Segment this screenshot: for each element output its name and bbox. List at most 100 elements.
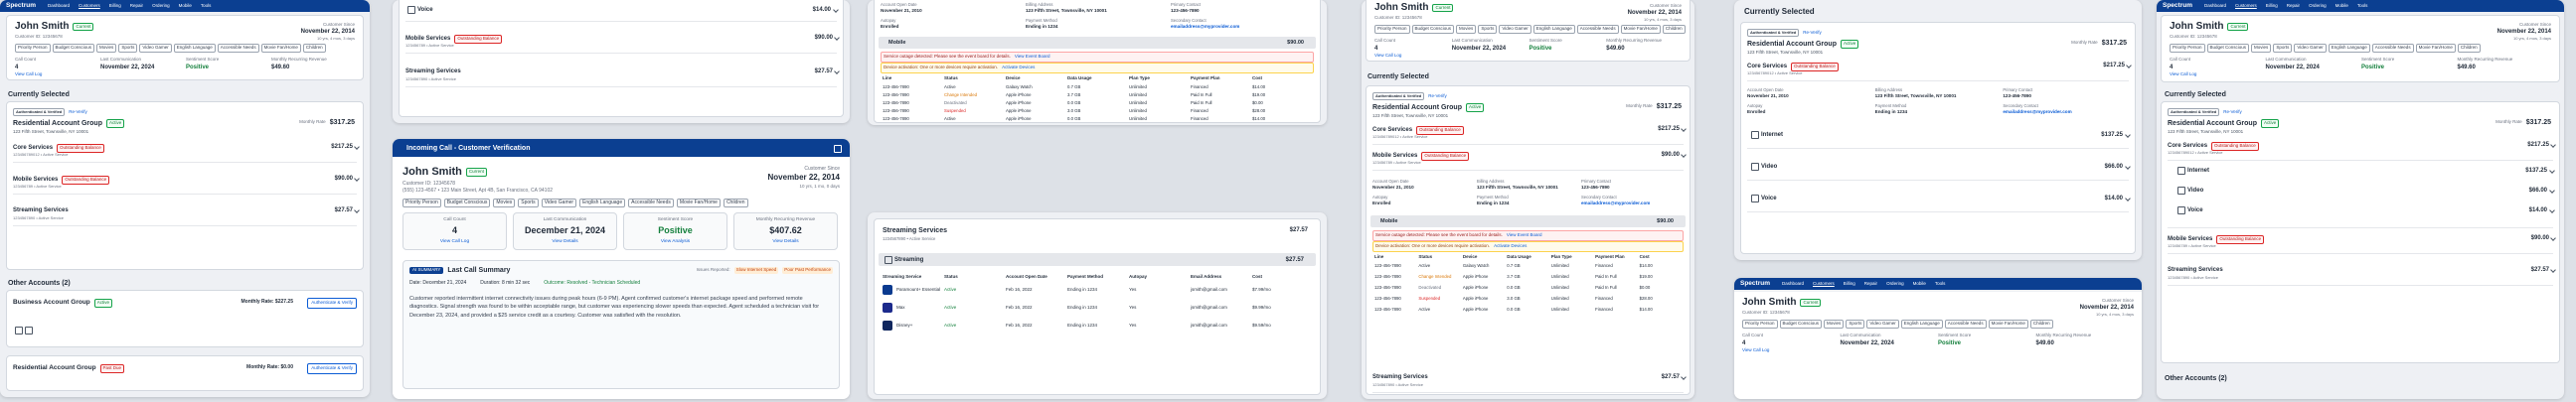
activation-link[interactable]: Activate Devices <box>1494 243 1528 248</box>
table-cell: 123-456-7890 <box>883 108 909 113</box>
panel: Spectrum Dashboard Customers Billing Repair O… <box>2157 0 2564 399</box>
table-cell: 0.0 GB <box>1507 285 1521 290</box>
stat-link[interactable]: View Call Log <box>439 239 470 244</box>
service-name: Core Services <box>1747 64 1788 70</box>
stat-link[interactable]: View Call Log <box>1742 347 1770 352</box>
stat-label: Call Count <box>443 217 466 222</box>
stat-label: Last Communication <box>2265 57 2307 62</box>
table-cell: 0.0 GB <box>1067 116 1081 121</box>
section-heading: Currently Selected <box>1368 73 1429 80</box>
stat-link[interactable]: View Call Log <box>2170 71 2197 76</box>
table-cell: Change Intended <box>944 92 977 97</box>
outage-link[interactable]: View Event Board <box>1014 54 1050 59</box>
table-cell: 123-456-7890 <box>1374 307 1401 312</box>
tenure: 10 yrs, 4 mos, 3 days <box>1643 17 1682 22</box>
nav-item[interactable]: Mobile <box>178 3 192 8</box>
group-status: Active <box>1465 103 1485 112</box>
nav-bar <box>1734 278 2142 290</box>
re-verify[interactable]: Re-Verify <box>1803 29 1822 35</box>
icon <box>407 6 415 14</box>
tag: Priority Person <box>402 199 441 207</box>
table-cell: Deactivated <box>944 100 967 105</box>
stat-link[interactable]: View Details <box>552 239 578 244</box>
streaming-bar <box>879 253 1316 266</box>
stat-link[interactable]: View Call Log <box>1374 53 1402 58</box>
tag: Accessible Needs <box>217 44 259 53</box>
nav-item[interactable]: Ordering <box>2309 3 2327 8</box>
verify-button[interactable]: Authenticate & Verify <box>307 298 357 309</box>
re-verify[interactable]: Re-Verify <box>1428 92 1447 98</box>
nav-item[interactable]: Mobile <box>2334 3 2348 8</box>
table-cell: Financed <box>1595 263 1613 268</box>
chevron <box>2549 207 2555 213</box>
alert-badge: Outstanding Balance <box>454 35 503 44</box>
table-cell: 0.0 GB <box>1067 100 1081 105</box>
service-name: Streaming Services <box>1372 374 1428 380</box>
tags: Priority Person Budget Conscious Movies Spo… <box>1374 25 1686 34</box>
column-header: Data Usage <box>1507 254 1531 259</box>
verify-button[interactable]: Authenticate & Verify <box>307 363 357 374</box>
column-header: Plan Type <box>1550 254 1572 259</box>
nav-item[interactable]: Billing <box>2265 3 2278 8</box>
rate: Monthly Rate $317.25 <box>2071 40 2127 47</box>
rate-label: Monthly Rate <box>299 119 326 125</box>
table-cell: $7.99/mo <box>1252 287 1271 292</box>
nav-item[interactable]: Repair <box>1863 281 1878 286</box>
activation-link[interactable]: Activate Devices <box>1002 65 1036 69</box>
nav-item[interactable]: Customers <box>1813 281 1835 286</box>
table-cell: Paid In Full <box>1595 274 1617 279</box>
nav-item[interactable]: Billing <box>1843 281 1855 286</box>
service-account: 1234567890 • Active Service <box>1372 382 1423 387</box>
nav-item[interactable]: Ordering <box>152 3 170 8</box>
icon <box>2177 187 2185 195</box>
nav-item[interactable]: Billing <box>108 3 121 8</box>
column-header: Device <box>1006 75 1021 80</box>
rate-value: $317.25 <box>2101 40 2127 47</box>
nav-item[interactable]: Customers <box>2235 3 2257 8</box>
group-status: Active <box>105 119 125 128</box>
table-cell: 123-456-7890 <box>1374 263 1401 268</box>
tag: Sports <box>1478 25 1498 34</box>
tag: English Language <box>173 44 216 53</box>
other-account-card: Business Account Group Active Monthly Rate… <box>6 290 364 347</box>
table-cell: Active <box>944 287 957 292</box>
nav-item[interactable]: Ordering <box>1886 281 1904 286</box>
service-name: Mobile Services <box>2168 236 2213 243</box>
service-name: Core Services <box>13 145 54 152</box>
nav-item[interactable]: Tools <box>2356 3 2368 8</box>
group-name: Residential Account Group <box>13 119 102 127</box>
re-verify[interactable]: Re-Verify <box>69 108 87 114</box>
table-cell: $19.00 <box>1252 92 1266 97</box>
name-row: John Smith Current <box>1374 3 1454 13</box>
column-header: Data Usage <box>1067 75 1092 80</box>
nav-item[interactable]: Repair <box>2286 3 2301 8</box>
table-cell: Feb 16, 2022 <box>1006 305 1033 310</box>
stat-link[interactable]: View Details <box>772 239 799 244</box>
table-cell: 3.7 GB <box>1067 92 1081 97</box>
divider <box>1747 211 2129 212</box>
stat-link[interactable]: View Analysis <box>660 239 691 244</box>
summary-title: Last Call Summary <box>447 267 511 274</box>
account-row: Residential Account Group Past Due <box>13 364 125 373</box>
outage-link[interactable]: View Event Board <box>1506 232 1542 237</box>
service-logo <box>883 321 892 331</box>
stat-value: $49.60 <box>271 65 290 70</box>
stat-link[interactable]: View Call Log <box>15 71 43 76</box>
close-button[interactable] <box>834 145 842 153</box>
tag: English Language <box>1900 320 1943 329</box>
nav-item[interactable]: Mobile <box>1912 281 1926 286</box>
activation-text: Device activation: One or more devices r… <box>884 65 999 69</box>
nav-item[interactable]: Customers <box>79 3 100 8</box>
nav-item[interactable]: Dashboard <box>1782 281 1805 286</box>
since: November 22, 2014 <box>2079 305 2134 311</box>
modal-title: Incoming Call - Customer Verification <box>406 145 531 152</box>
stat-label: Call Count <box>15 57 37 62</box>
service-name: Core Services <box>2168 143 2208 150</box>
re-verify[interactable]: Re-Verify <box>2223 108 2242 114</box>
nav-item[interactable]: Dashboard <box>2204 3 2227 8</box>
nav-item[interactable]: Dashboard <box>48 3 71 8</box>
nav-item[interactable]: Tools <box>1934 281 1946 286</box>
nav-item[interactable]: Repair <box>129 3 144 8</box>
nav-item[interactable]: Tools <box>200 3 212 8</box>
call-date: Date: December 21, 2024 <box>409 280 467 286</box>
